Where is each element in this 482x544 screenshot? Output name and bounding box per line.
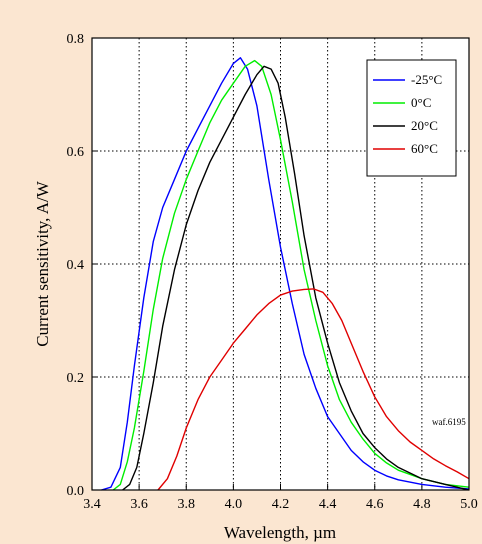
legend: -25°C 0°C 20°C 60°C (366, 59, 457, 177)
annotation: waf.6195 (432, 417, 466, 427)
x-tick-label: 3.8 (178, 497, 196, 512)
legend-label: 60°C (411, 141, 438, 156)
y-axis-ticks: 0.0 0.2 0.4 0.6 0.8 (67, 32, 98, 499)
y-tick-label: 0.0 (67, 484, 85, 499)
y-tick-label: 0.4 (67, 258, 85, 273)
series-line-3 (157, 288, 470, 491)
grid (92, 38, 469, 490)
x-tick-label: 4.0 (225, 497, 243, 512)
y-tick-label: 0.8 (67, 32, 85, 47)
series-lines (101, 57, 470, 491)
legend-label: 20°C (411, 118, 438, 133)
x-tick-label: 4.6 (366, 497, 384, 512)
y-axis-title: Current sensitivity, A/W (33, 180, 52, 347)
x-tick-label: 4.8 (413, 497, 431, 512)
plot-frame (91, 37, 470, 491)
series-line-2 (122, 65, 470, 491)
x-tick-label: 3.4 (83, 497, 101, 512)
legend-label: -25°C (411, 72, 442, 87)
x-axis-ticks: 3.4 3.6 3.8 4.0 4.2 4.4 4.6 4.8 5.0 (83, 484, 478, 512)
x-tick-label: 4.2 (272, 497, 290, 512)
x-tick-label: 3.6 (130, 497, 148, 512)
legend-label: 0°C (411, 95, 431, 110)
series-line-0 (101, 57, 470, 491)
x-tick-label: 4.4 (319, 497, 337, 512)
y-tick-label: 0.2 (67, 371, 85, 386)
x-axis-title: Wavelength, µm (224, 523, 336, 542)
x-tick-label: 5.0 (460, 497, 478, 512)
y-tick-label: 0.6 (67, 145, 85, 160)
series-line-1 (112, 59, 470, 491)
